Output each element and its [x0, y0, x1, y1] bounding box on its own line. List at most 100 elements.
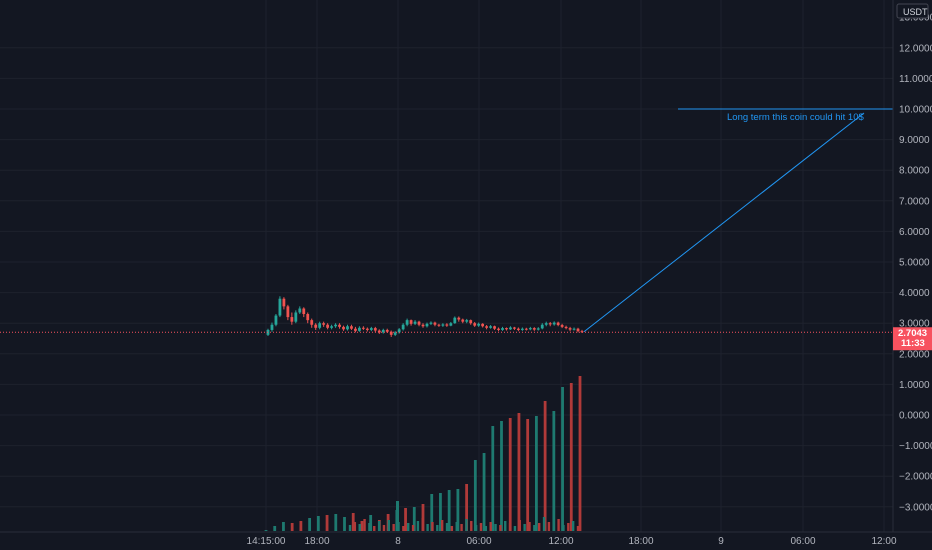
volume-bar — [308, 518, 312, 531]
last-price-label: 2.7043 11:33 — [893, 327, 932, 351]
candle — [298, 306, 302, 315]
candle-body — [473, 323, 477, 326]
candle — [326, 323, 330, 330]
volume-bar — [513, 526, 517, 531]
y-tick-label: −2.0000 — [899, 472, 932, 483]
candle — [528, 326, 532, 331]
annotation-text: Long term this coin could hit 10$ — [727, 112, 864, 123]
candle-body — [338, 324, 341, 327]
candle — [286, 304, 290, 321]
candle-body — [532, 328, 536, 330]
last-price-value: 2.7043 — [898, 328, 927, 339]
candle — [318, 321, 322, 330]
candle — [469, 319, 473, 325]
trend-line[interactable] — [583, 112, 865, 333]
candle-body — [310, 320, 314, 325]
candle-body — [552, 322, 556, 325]
y-tick-label: −1.0000 — [899, 441, 932, 452]
y-tick-label: 12.0000 — [899, 43, 932, 54]
volume-bar — [494, 524, 497, 531]
candle-body — [334, 324, 337, 327]
candle — [381, 328, 385, 334]
volume-bar — [552, 411, 556, 531]
volume-bar — [421, 518, 424, 531]
candle-body — [477, 323, 481, 326]
candle — [354, 326, 357, 333]
candle-body — [481, 323, 485, 327]
candle — [513, 326, 516, 330]
volume-bar — [445, 523, 449, 531]
candle-body — [401, 324, 405, 330]
y-tick-label: 6.0000 — [899, 227, 930, 238]
candle-body — [429, 322, 433, 324]
volume-bar — [569, 383, 573, 531]
volume-bar — [528, 522, 531, 531]
candle — [556, 321, 560, 327]
volume-bar — [561, 387, 564, 531]
candle — [346, 324, 349, 331]
candle — [274, 314, 278, 327]
candle-body — [544, 323, 548, 325]
volume-bar — [407, 523, 410, 531]
candle — [501, 326, 504, 331]
candle — [330, 324, 333, 330]
volume-bar — [369, 515, 373, 531]
candle-body — [381, 329, 385, 333]
y-tick-label: 2.0000 — [899, 349, 930, 360]
candle-body — [572, 328, 576, 330]
volume-bar — [473, 460, 477, 531]
volume-bar — [316, 516, 320, 531]
currency-label[interactable]: USDT — [896, 3, 929, 19]
candle — [548, 321, 552, 327]
candle — [393, 331, 397, 337]
candle-body — [457, 317, 461, 320]
candle-body — [298, 308, 302, 313]
volume-bar — [562, 525, 565, 531]
volume-bar — [576, 526, 580, 531]
candle-body — [358, 327, 361, 331]
candle — [334, 323, 337, 328]
candle-body — [517, 328, 520, 330]
candle — [282, 297, 286, 310]
time-axis[interactable]: 14:15:00 18:00 8 06:00 12:00 18:00 9 06:00 12:00 — [0, 531, 932, 550]
candle — [338, 323, 341, 329]
candle-body — [453, 317, 457, 324]
candle-body — [417, 321, 421, 325]
volume-bar — [450, 526, 454, 531]
candle-body — [330, 326, 333, 328]
candle — [302, 307, 306, 318]
price-axis[interactable]: 12.0000 11.0000 10.0000 9.0000 8.0000 7.0000 6… — [892, 0, 932, 532]
volume-bar — [499, 525, 502, 531]
candle-body — [274, 315, 278, 325]
candle — [350, 324, 353, 330]
volume-bar — [534, 416, 538, 531]
candle-body — [290, 317, 294, 322]
candle — [409, 319, 413, 326]
candle — [536, 327, 540, 331]
candle-body — [365, 328, 369, 330]
volume-bar — [392, 524, 395, 531]
candle — [342, 325, 345, 331]
candle-body — [509, 327, 512, 330]
x-tick-label: 8 — [395, 536, 401, 547]
volume-bar — [387, 520, 391, 531]
volume-bar — [412, 507, 416, 531]
candle-body — [560, 325, 564, 327]
volume-bar — [377, 521, 381, 531]
volume-bar — [500, 421, 503, 531]
candle-countdown: 11:33 — [901, 338, 925, 349]
y-tick-label: 4.0000 — [899, 288, 930, 299]
candle — [441, 323, 445, 327]
candle-body — [469, 320, 473, 324]
volume-bar — [465, 519, 468, 531]
volume-bar — [489, 522, 492, 531]
volume-bar — [325, 515, 329, 531]
volume-bar — [491, 426, 495, 531]
candle-body — [501, 328, 504, 330]
candle — [270, 322, 274, 332]
volume-bar — [526, 419, 530, 531]
candle-body — [556, 322, 560, 326]
x-tick-label: 12:00 — [871, 536, 896, 547]
candle — [493, 325, 496, 330]
